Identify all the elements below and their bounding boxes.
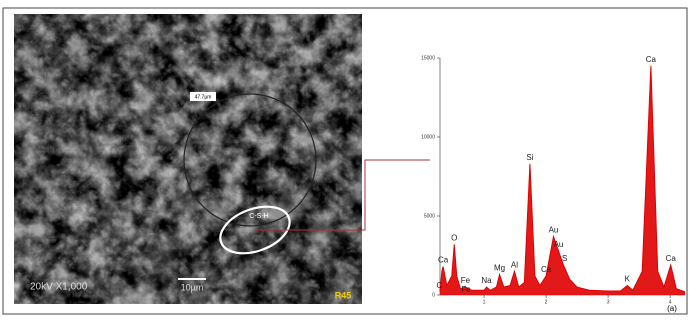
x-tick-label: 1 <box>483 299 486 305</box>
peak-label: Ca <box>646 55 657 64</box>
y-tick-label: 15000 <box>421 55 435 61</box>
scale-label: 10µm <box>181 282 204 292</box>
sem-info: 20kV X1,000 <box>30 282 88 293</box>
sample-label: R45 <box>335 290 352 300</box>
peak-label: O <box>451 234 457 243</box>
peak-label: Na <box>481 276 492 285</box>
peak-label: Ca <box>541 265 552 274</box>
peak-label: Si <box>526 153 533 162</box>
peak-label: Au <box>549 226 559 235</box>
figure: 47.7µm C-S-H 20kV X1,000 10µm R45 0 5000 1… <box>0 0 690 318</box>
x-tick-label: 3 <box>607 299 610 305</box>
peak-label: S <box>562 254 567 263</box>
peak-label: Mg <box>494 264 505 273</box>
peak-label: Au <box>554 240 564 249</box>
sem-image: 47.7µm C-S-H 20kV X1,000 10µm R45 <box>14 14 362 304</box>
panel-label: (a) <box>667 304 677 313</box>
x-tick-label: 2 <box>545 299 548 305</box>
region-label: C-S-H <box>249 213 268 220</box>
peak-label: Al <box>511 260 518 269</box>
peak-label: C <box>436 281 442 290</box>
peak-label: Ca <box>666 254 677 263</box>
peak-label: Ca <box>438 256 449 265</box>
measure-label: 47.7µm <box>195 94 212 100</box>
y-tick-label: 5000 <box>424 213 435 219</box>
y-tick-label: 0 <box>432 292 435 298</box>
y-tick-label: 10000 <box>421 134 435 140</box>
peak-label: Fe <box>461 285 471 294</box>
peak-label: K <box>625 275 631 284</box>
peak-label: Fe <box>461 276 471 285</box>
